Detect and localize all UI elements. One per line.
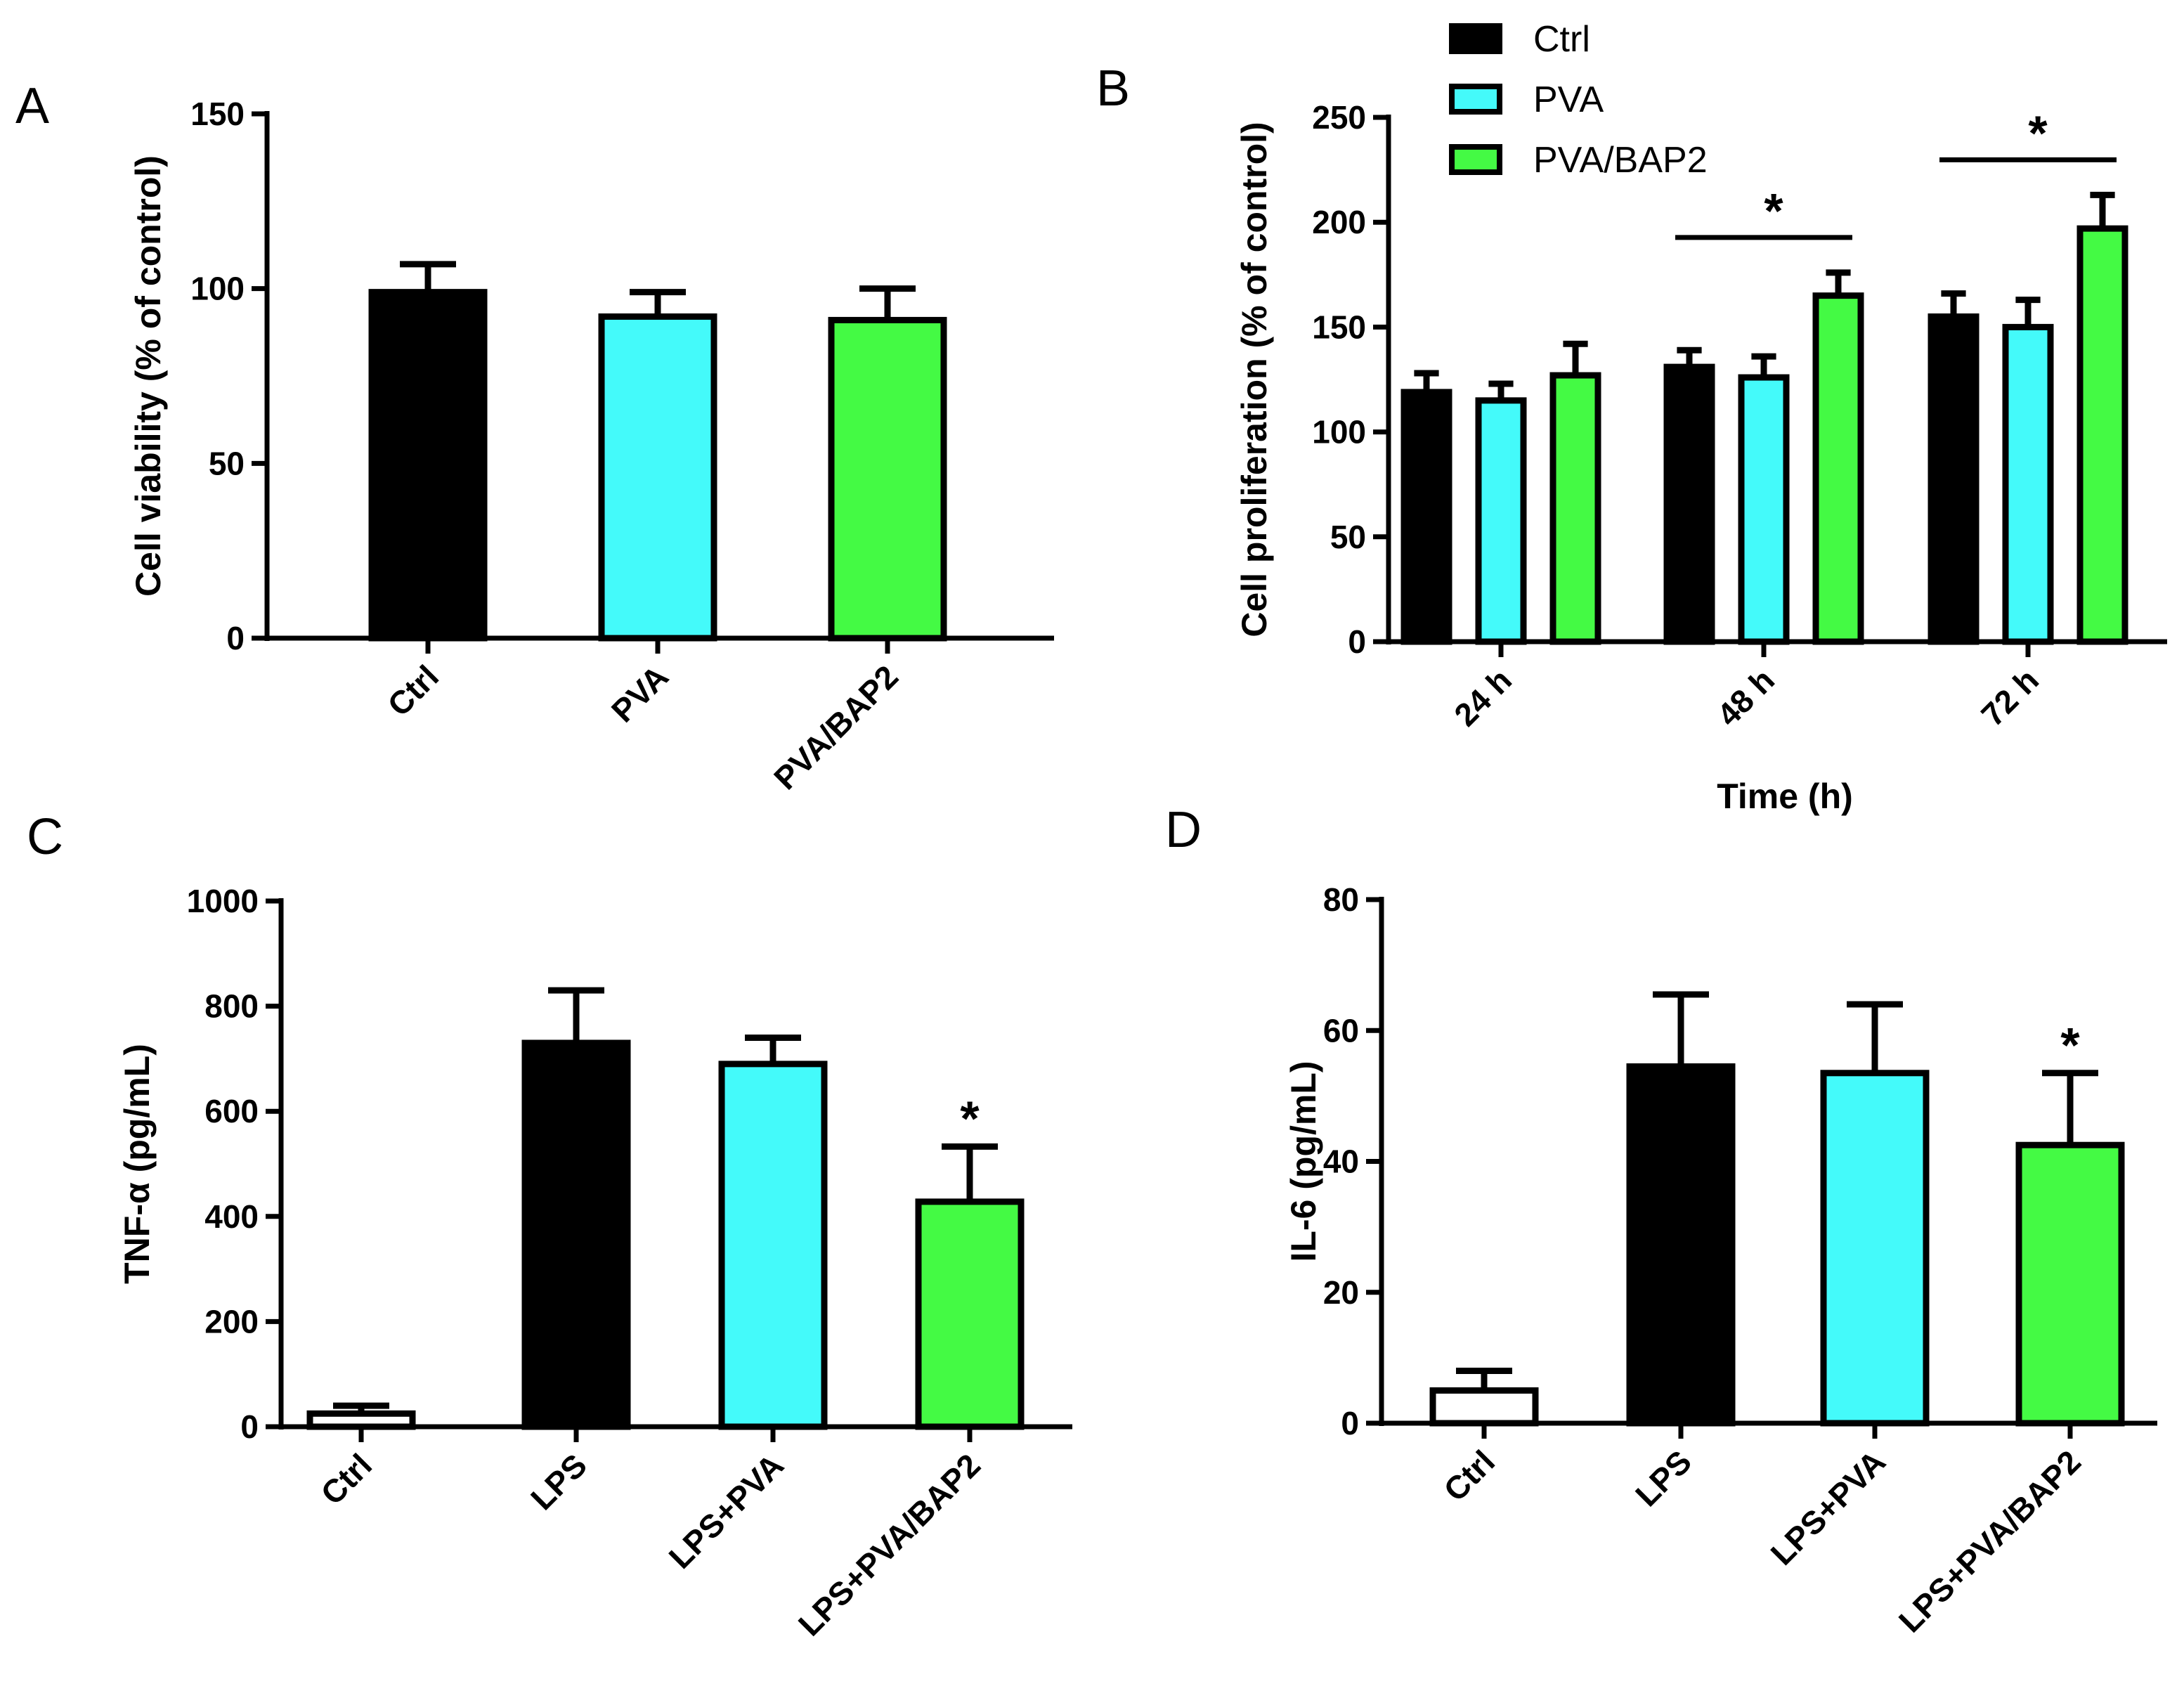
y-tick-label: 150 xyxy=(1312,309,1366,345)
bar xyxy=(368,289,488,642)
bar xyxy=(1738,374,1790,645)
y-tick-label: 100 xyxy=(190,271,245,307)
y-tick-label: 250 xyxy=(1312,99,1366,136)
legend-label: PVA/BAP2 xyxy=(1533,140,1708,181)
y-tick-label: 1000 xyxy=(187,883,259,919)
bar xyxy=(1429,1387,1539,1427)
bar xyxy=(915,1198,1025,1430)
significance-star: * xyxy=(960,1091,980,1146)
y-axis-title: TNF-α (pg/mL) xyxy=(117,1044,157,1284)
y-tick-label: 80 xyxy=(1323,881,1359,918)
significance-star: * xyxy=(2060,1018,2080,1072)
bar xyxy=(2002,323,2054,645)
y-tick-label: 20 xyxy=(1323,1274,1359,1311)
bar xyxy=(1400,389,1452,645)
legend-label: PVA xyxy=(1533,79,1604,120)
significance-star: * xyxy=(2028,105,2048,160)
y-tick-label: 200 xyxy=(1312,204,1366,240)
y-tick-label: 150 xyxy=(190,96,245,132)
y-tick-label: 50 xyxy=(209,445,245,481)
legend-swatch xyxy=(1449,144,1502,175)
bar xyxy=(1475,397,1527,645)
bar xyxy=(1549,372,1601,645)
bar xyxy=(1928,313,1980,645)
y-tick-label: 0 xyxy=(1341,1405,1359,1441)
y-axis-title: Cell viability (% of control) xyxy=(129,155,168,597)
bar xyxy=(828,316,947,642)
y-tick-label: 400 xyxy=(204,1198,259,1235)
bar xyxy=(2076,225,2128,645)
legend: Ctrl PVA PVA/BAP2 xyxy=(1449,19,1708,181)
bar xyxy=(1812,292,1864,645)
y-axis-title: IL-6 (pg/mL) xyxy=(1284,1061,1323,1262)
bar xyxy=(598,313,717,642)
bar xyxy=(1820,1070,1930,1427)
panel-letter: D xyxy=(1165,802,1202,858)
x-axis-title: Time (h) xyxy=(1717,777,1853,816)
y-tick-label: 60 xyxy=(1323,1012,1359,1049)
y-axis-title: Cell proliferation (% of control) xyxy=(1235,122,1274,637)
panel-letter: A xyxy=(15,78,49,134)
bar xyxy=(521,1039,631,1430)
panel-letter: B xyxy=(1096,60,1130,117)
y-tick-label: 600 xyxy=(204,1093,259,1129)
bar xyxy=(718,1061,828,1430)
bar xyxy=(1663,363,1715,645)
y-tick-label: 0 xyxy=(240,1408,259,1445)
y-tick-label: 800 xyxy=(204,988,259,1025)
y-tick-label: 40 xyxy=(1323,1143,1359,1180)
bar xyxy=(2015,1141,2125,1427)
significance-star: * xyxy=(1764,183,1783,238)
legend-swatch xyxy=(1449,23,1502,54)
y-tick-label: 0 xyxy=(226,620,245,656)
y-tick-label: 200 xyxy=(204,1303,259,1340)
panel-letter: C xyxy=(27,809,63,865)
legend-label: Ctrl xyxy=(1533,19,1590,60)
y-tick-label: 50 xyxy=(1330,519,1366,555)
legend-swatch xyxy=(1449,84,1502,115)
y-tick-label: 100 xyxy=(1312,414,1366,451)
bar xyxy=(1626,1063,1736,1427)
y-tick-label: 0 xyxy=(1348,623,1366,660)
